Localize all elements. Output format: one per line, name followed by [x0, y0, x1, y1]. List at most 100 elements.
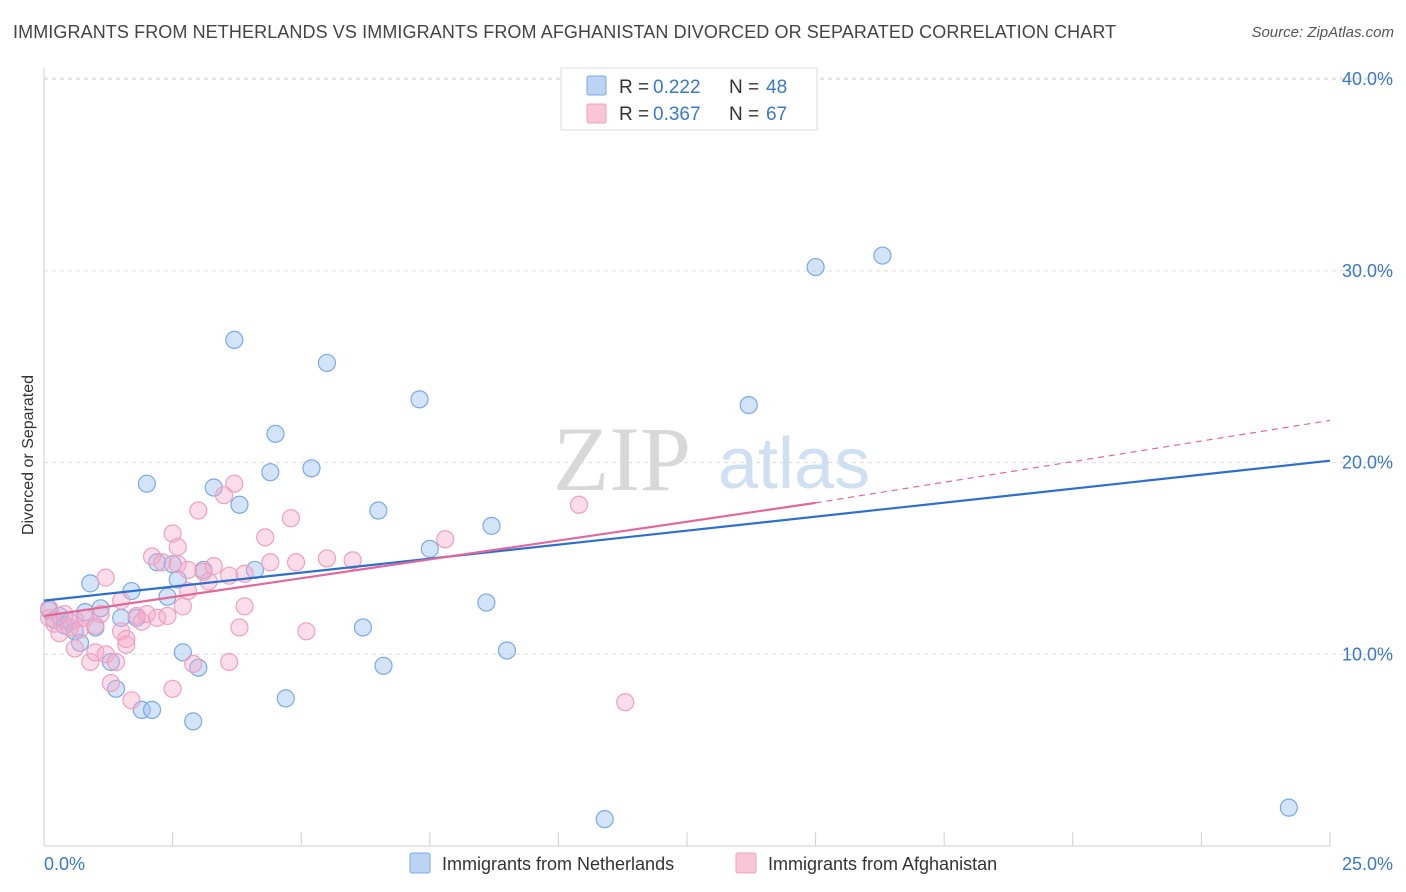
afghanistan-point — [96, 645, 115, 664]
x-tick-label-max: 25.0% — [1342, 854, 1393, 874]
afghanistan-point — [286, 553, 306, 572]
netherlands-point — [739, 395, 758, 415]
legend-top: R = 0.222 N = 48 R = 0.367 N = 67 — [560, 67, 818, 131]
y-tick-label: 10.0% — [1342, 644, 1393, 664]
netherlands-point — [1279, 798, 1298, 817]
netherlands-point — [477, 593, 496, 612]
afghanistan-point — [261, 553, 280, 572]
legend-n-value-netherlands: 48 — [766, 77, 787, 98]
afghanistan-point — [281, 509, 301, 528]
afghanistan-point — [142, 547, 162, 566]
netherlands-point — [225, 330, 244, 350]
watermark: ZIP atlas — [553, 408, 870, 510]
netherlands-point — [148, 553, 167, 572]
netherlands-point — [317, 353, 337, 373]
afghanistan-point — [220, 652, 239, 672]
netherlands-point — [369, 501, 388, 520]
netherlands-point — [184, 712, 203, 731]
y-tick-label: 30.0% — [1342, 261, 1393, 281]
netherlands-point — [173, 643, 192, 662]
legend-r-value-netherlands: 0.222 — [653, 77, 701, 98]
netherlands-point — [482, 516, 501, 535]
legend-n-label-afghanistan: N = — [729, 104, 759, 125]
legend-swatch-afghanistan — [586, 103, 607, 124]
netherlands-point — [420, 539, 439, 558]
netherlands-point — [106, 679, 126, 698]
afghanistan-point — [106, 652, 126, 672]
afghanistan-point — [256, 528, 275, 547]
netherlands-point — [806, 257, 825, 277]
legend-bottom: Immigrants from Netherlands Immigrants f… — [409, 852, 997, 874]
afghanistan-trend-extension — [815, 419, 1331, 504]
afghanistan-point — [81, 652, 100, 672]
netherlands-point — [302, 459, 321, 478]
netherlands-point — [230, 495, 249, 514]
afghanistan-point — [214, 486, 234, 505]
trend-lines — [43, 419, 1331, 618]
netherlands-point — [497, 641, 517, 660]
afghanistan-point — [204, 557, 223, 576]
legend-r-value-afghanistan: 0.367 — [653, 104, 701, 125]
netherlands-point — [353, 618, 373, 637]
y-tick-label: 20.0% — [1342, 453, 1393, 473]
afghanistan-point — [178, 560, 198, 580]
legend-r-label-netherlands: R = — [619, 77, 649, 98]
afghanistan-point — [122, 691, 141, 710]
netherlands-point — [204, 478, 223, 497]
afghanistan-point — [230, 618, 249, 637]
netherlands-point — [374, 656, 393, 675]
afghanistan-point — [436, 530, 455, 549]
bottom-legend-swatch-netherlands — [409, 852, 431, 874]
netherlands-point — [276, 689, 295, 708]
afghanistan-point — [101, 673, 120, 693]
chart-title: IMMIGRANTS FROM NETHERLANDS VS IMMIGRANT… — [13, 22, 1117, 42]
afghanistan-point — [117, 629, 136, 649]
netherlands-point — [137, 474, 156, 493]
netherlands-point — [873, 246, 892, 265]
afghanistan-point — [117, 635, 136, 654]
afghanistan-point — [184, 654, 203, 673]
afghanistan-point — [137, 604, 156, 624]
legend-swatch-netherlands — [586, 75, 607, 96]
afghanistan-point — [173, 597, 192, 616]
legend-r-label-afghanistan: R = — [619, 104, 649, 125]
afghanistan-point — [189, 501, 208, 520]
afghanistan-points — [40, 474, 635, 712]
netherlands-point — [261, 463, 280, 482]
bottom-legend-label-netherlands: Immigrants from Netherlands — [442, 854, 674, 874]
x-tick-label-min: 0.0% — [44, 854, 85, 874]
afghanistan-point — [297, 622, 316, 641]
afghanistan-point — [65, 639, 84, 658]
afghanistan-point — [235, 597, 254, 616]
afghanistan-point — [225, 474, 244, 493]
afghanistan-point — [153, 553, 172, 572]
afghanistan-point — [168, 537, 187, 557]
afghanistan-trend-line — [43, 501, 816, 618]
afghanistan-point — [86, 616, 105, 635]
bottom-legend-label-afghanistan: Immigrants from Afghanistan — [768, 854, 997, 874]
afghanistan-point — [163, 679, 182, 698]
watermark-atlas: atlas — [718, 424, 870, 504]
afghanistan-point — [163, 524, 182, 543]
y-tick-labels: 10.0% 20.0% 30.0% 40.0% — [1342, 69, 1393, 664]
netherlands-trend-line — [43, 459, 1331, 602]
netherlands-point — [410, 390, 429, 409]
afghanistan-point — [616, 693, 635, 712]
afghanistan-point — [50, 624, 69, 643]
netherlands-point — [70, 633, 90, 652]
afghanistan-point — [91, 604, 110, 624]
afghanistan-point — [96, 568, 115, 587]
netherlands-point — [266, 424, 285, 443]
chart-source: Source: ZipAtlas.com — [1251, 24, 1394, 41]
y-tick-label: 40.0% — [1342, 69, 1393, 89]
netherlands-point — [142, 700, 162, 719]
y-axis-title: Divorced or Separated — [20, 375, 37, 535]
legend-n-value-afghanistan: 67 — [766, 104, 787, 125]
afghanistan-point — [158, 606, 177, 626]
afghanistan-point — [194, 562, 213, 581]
afghanistan-point — [569, 495, 589, 514]
afghanistan-point — [317, 549, 337, 568]
bottom-legend-swatch-afghanistan — [735, 852, 757, 874]
legend-n-label-netherlands: N = — [729, 77, 759, 98]
